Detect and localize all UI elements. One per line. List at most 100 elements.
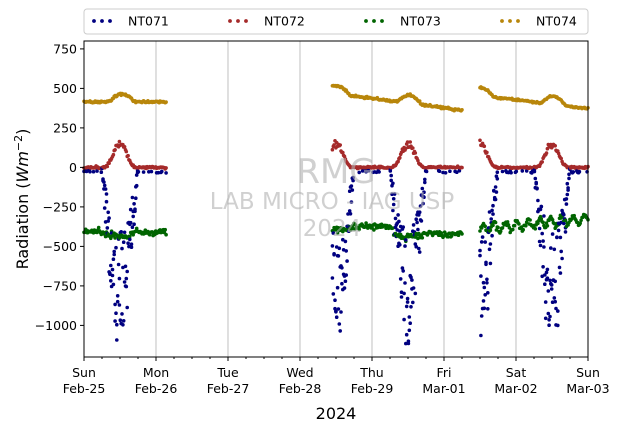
axes: SunFeb-25MonFeb-26TueFeb-27WedFeb-28ThuF… [35,41,610,396]
point-nt073 [539,217,544,221]
point-nt071 [540,231,544,236]
point-nt071 [562,212,566,217]
point-nt071 [340,266,344,270]
point-nt071 [343,279,348,284]
point-nt072 [124,149,129,154]
point-nt071 [128,237,132,242]
y-tick-label: 250 [53,120,77,135]
point-nt071 [134,183,139,188]
legend-marker [100,19,104,23]
point-nt071 [339,310,343,314]
point-nt071 [404,341,408,346]
point-nt071 [128,207,133,212]
x-tick-label-date: Feb-29 [351,381,394,396]
point-nt071 [545,276,550,281]
point-nt073 [524,223,528,228]
point-nt073 [544,221,549,225]
x-tick-label-day: Tue [216,365,239,380]
point-nt071 [398,243,402,247]
legend-marker [380,19,384,23]
point-nt071 [413,291,418,296]
point-nt071 [490,208,494,213]
point-nt071 [120,312,124,316]
point-nt071 [110,267,115,272]
point-nt071 [548,314,552,319]
point-nt071 [333,298,337,303]
point-nt071 [123,264,128,269]
point-nt073 [493,220,498,225]
point-nt071 [132,202,136,206]
point-nt071 [118,318,123,323]
point-nt072 [485,150,489,155]
point-nt071 [457,169,462,173]
point-nt071 [533,176,538,181]
point-nt071 [366,168,371,173]
point-nt071 [121,240,126,244]
point-nt071 [493,185,498,189]
point-nt071 [141,170,146,174]
point-nt073 [113,236,117,240]
x-tick-label-date: Mar-01 [422,381,465,396]
point-nt071 [559,249,563,254]
point-nt072 [482,144,487,149]
point-nt071 [115,322,119,327]
point-nt071 [392,192,397,196]
point-nt071 [404,304,409,309]
point-nt072 [544,151,549,155]
point-nt071 [88,169,92,174]
point-nt071 [398,277,403,281]
point-nt071 [549,287,554,291]
point-nt071 [115,299,120,304]
y-tick-label: −500 [43,239,77,254]
point-nt071 [549,246,553,250]
point-nt071 [489,217,494,221]
x-tick-label-day: Sat [506,365,527,380]
point-nt071 [441,170,445,175]
legend-marker [108,19,112,23]
point-nt071 [110,273,115,278]
point-nt071 [546,289,551,293]
point-nt071 [423,177,427,182]
point-nt071 [344,273,349,277]
legend-marker [236,19,240,23]
x-tick-label-day: Fri [437,365,452,380]
point-nt071 [565,181,570,186]
point-nt071 [125,269,129,274]
point-nt071 [478,253,482,258]
point-nt071 [113,319,117,323]
point-nt071 [410,278,414,282]
point-nt071 [478,248,482,253]
point-nt071 [345,259,349,263]
point-nt071 [349,200,354,204]
point-nt071 [389,173,394,178]
point-nt073 [460,232,464,236]
point-nt071 [538,207,543,212]
point-nt071 [566,188,570,192]
point-nt072 [338,143,343,147]
point-nt071 [563,230,568,234]
x-tick-label-date: Feb-27 [207,381,250,396]
point-nt073 [439,231,444,235]
point-nt071 [109,279,113,283]
point-nt071 [132,222,136,226]
point-nt071 [443,171,448,175]
point-nt072 [113,148,117,152]
point-nt071 [401,269,406,273]
point-nt071 [111,282,116,287]
point-nt073 [512,223,517,228]
point-nt071 [547,318,551,322]
legend-marker [508,19,512,23]
point-nt072 [122,145,127,149]
point-nt071 [532,169,537,174]
point-nt071 [337,322,342,326]
point-nt073 [572,213,576,218]
point-nt071 [147,170,151,174]
point-nt071 [550,232,555,236]
point-nt071 [337,246,342,251]
point-nt071 [500,169,505,174]
y-tick-label: 0 [69,160,77,175]
point-nt071 [377,170,381,174]
point-nt071 [108,271,112,276]
point-nt071 [552,247,557,252]
